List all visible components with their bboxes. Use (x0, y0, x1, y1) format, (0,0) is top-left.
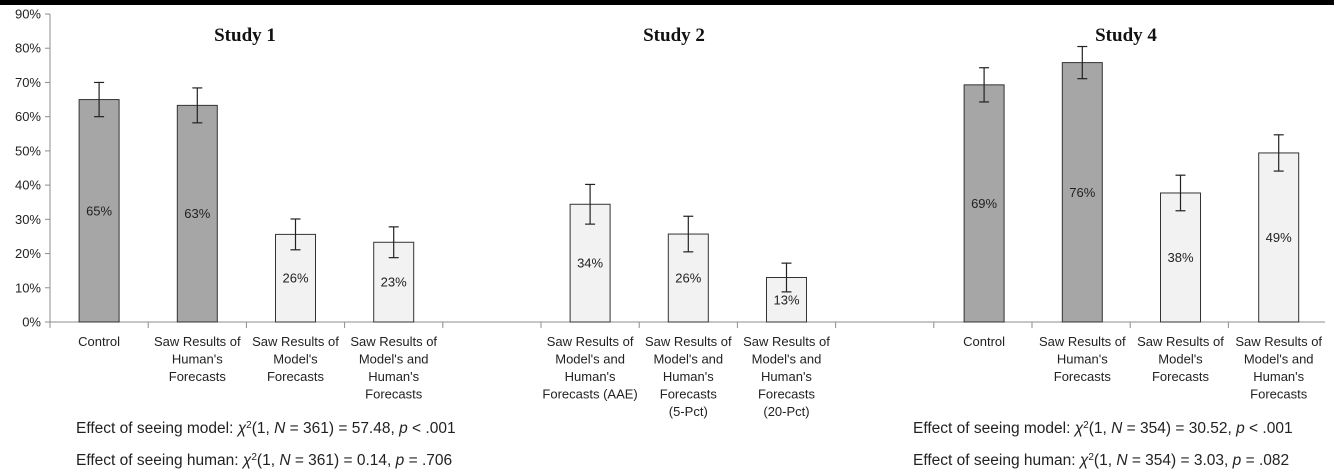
stat-line: Effect of seeing model: χ2(1, N = 361) =… (76, 420, 456, 438)
stat-n: N (1111, 420, 1123, 437)
bar (1061, 62, 1103, 323)
stat-n: N (1116, 452, 1128, 469)
stat-n: N (279, 452, 291, 469)
stat-sup: 2 (1088, 452, 1094, 463)
category-label: Saw Results of Human's Forecasts (154, 334, 241, 384)
data-label: 23% (381, 275, 407, 290)
stat-p: p (1235, 420, 1245, 437)
stat-line: Effect of seeing human: χ2(1, N = 361) =… (76, 452, 452, 470)
stat-sup: 2 (251, 452, 257, 463)
stat-sup: 2 (1083, 420, 1089, 431)
stat-line: Effect of seeing model: χ2(1, N = 354) =… (913, 420, 1293, 438)
y-tick-label: 50% (15, 143, 41, 158)
bar (963, 84, 1005, 323)
stat-mid: = 361) = 0.14, (291, 452, 396, 469)
y-tick-label: 90% (15, 7, 41, 22)
category-label: Saw Results of Model's Forecasts (1137, 334, 1224, 384)
category-label: Saw Results of Model's and Human's Forecast… (1235, 334, 1322, 402)
y-tick-label: 80% (15, 41, 41, 56)
stat-sup: 2 (246, 420, 252, 431)
stat-p: p (395, 452, 405, 469)
stat-open: (1, (1089, 420, 1111, 437)
stat-n: N (274, 420, 286, 437)
stat-mid: = 361) = 57.48, (285, 420, 399, 437)
y-tick-label: 60% (15, 109, 41, 124)
y-tick-label: 30% (15, 212, 41, 227)
panel-title: Study 2 (643, 25, 705, 46)
top-border (0, 0, 1334, 5)
stat-prefix: Effect of seeing human: (76, 452, 243, 469)
y-tick-label: 70% (15, 75, 41, 90)
category-label: Saw Results of Human's Forecasts (1039, 334, 1126, 384)
stat-chi: χ (1073, 420, 1084, 437)
stat-open: (1, (1094, 452, 1116, 469)
category-label: Saw Results of Model's and Human's Forecast… (542, 334, 637, 402)
data-label: 69% (971, 196, 997, 211)
stat-chi: χ (236, 420, 247, 437)
stat-chi: χ (1078, 452, 1089, 469)
stat-chi: χ (241, 452, 252, 469)
stat-open: (1, (257, 452, 279, 469)
data-label: 38% (1167, 250, 1193, 265)
category-label: Control (78, 334, 120, 349)
stat-end: < .001 (1245, 420, 1293, 437)
y-tick-label: 20% (15, 246, 41, 261)
y-tick-label: 10% (15, 280, 41, 295)
data-label: 65% (86, 203, 112, 218)
data-label: 26% (675, 271, 701, 286)
stat-end: < .001 (408, 420, 456, 437)
stat-end: = .082 (1241, 452, 1289, 469)
data-label: 13% (773, 292, 799, 307)
category-label: Saw Results of Model's and Human's Forecast… (743, 334, 830, 419)
category-label: Saw Results of Model's and Human's Forecast… (350, 334, 437, 402)
category-label: Control (963, 334, 1005, 349)
bar (176, 104, 218, 323)
data-label: 34% (577, 256, 603, 271)
category-label: Saw Results of Model's and Human's Forecast… (645, 334, 732, 419)
stat-mid: = 354) = 3.03, (1128, 452, 1233, 469)
panel-title: Study 4 (1095, 25, 1157, 46)
y-tick-label: 40% (15, 178, 41, 193)
stat-open: (1, (252, 420, 274, 437)
panel-title: Study 1 (214, 25, 276, 46)
category-label: Saw Results of Model's Forecasts (252, 334, 339, 384)
data-label: 63% (184, 206, 210, 221)
stat-p: p (398, 420, 408, 437)
stat-p: p (1232, 452, 1242, 469)
stat-prefix: Effect of seeing human: (913, 452, 1080, 469)
stat-prefix: Effect of seeing model: (76, 420, 238, 437)
data-label: 26% (282, 271, 308, 286)
stat-mid: = 354) = 30.52, (1122, 420, 1236, 437)
stat-prefix: Effect of seeing model: (913, 420, 1075, 437)
y-tick-label: 0% (22, 315, 41, 330)
data-label: 49% (1266, 230, 1292, 245)
bar (1160, 192, 1201, 323)
stat-end: = .706 (404, 452, 452, 469)
stat-line: Effect of seeing human: χ2(1, N = 354) =… (913, 452, 1289, 470)
data-label: 76% (1069, 185, 1095, 200)
